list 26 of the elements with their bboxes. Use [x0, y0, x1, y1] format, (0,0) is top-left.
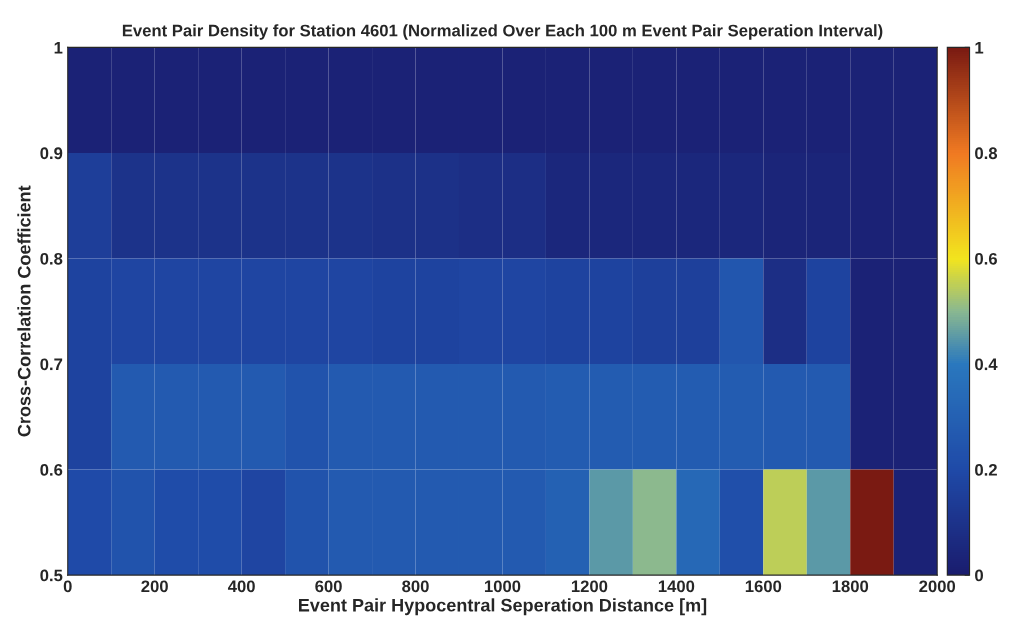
y-tick-label: 0.7 [40, 358, 63, 371]
color-bar-label: 1 [975, 41, 984, 54]
x-tick-label: 600 [315, 580, 342, 593]
chart-title: Event Pair Density for Station 4601 (Normalized Over Each 100 m Event Pair Seperation Interval) [122, 24, 883, 40]
x-tick-label: 400 [227, 580, 255, 593]
x-tick-label: 800 [402, 580, 429, 593]
x-tick-label: 1800 [832, 580, 869, 593]
x-tick-label: 1200 [571, 580, 608, 593]
x-tick-label: 1600 [745, 580, 782, 593]
x-tick-label: 1400 [658, 580, 695, 593]
color-bar-label: 0.8 [975, 147, 998, 160]
y-tick-label: 0.9 [40, 147, 63, 160]
y-tick-label: 0.6 [40, 463, 63, 476]
y-tick-label: 0.8 [40, 252, 63, 265]
y-tick-label: 0.5 [40, 569, 63, 582]
x-axis-title: Event Pair Hypocentral Seperation Distance [m] [299, 598, 707, 616]
x-tick-label: 0 [63, 580, 72, 593]
color-bar-label: 0.2 [975, 463, 997, 476]
x-tick-label: 200 [141, 580, 168, 593]
x-tick-label: 1000 [484, 580, 521, 593]
y-axis-title: Cross-Correlation Coefficient [17, 185, 31, 437]
y-tick-label: 1 [54, 41, 63, 54]
x-tick-label: 2000 [919, 580, 956, 593]
color-bar-label: 0.4 [975, 358, 998, 371]
color-bar-label: 0 [975, 569, 983, 582]
color-bar-label: 0.6 [975, 252, 997, 265]
